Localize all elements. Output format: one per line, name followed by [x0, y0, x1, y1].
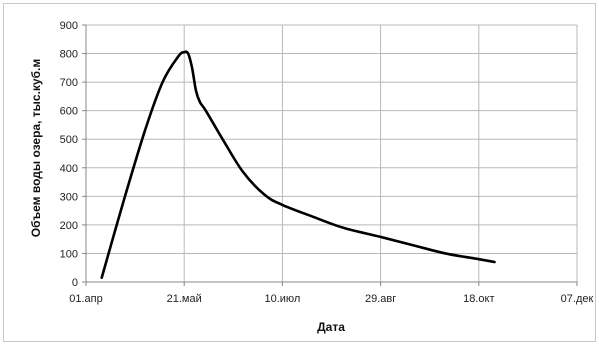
y-tick-label: 600: [60, 106, 78, 118]
data-point: [311, 215, 313, 217]
x-tick-label: 18.окт: [463, 293, 494, 305]
chart-frame: [3, 3, 596, 342]
data-point: [191, 67, 193, 69]
data-point: [493, 261, 496, 263]
y-tick-label: 400: [60, 163, 78, 175]
data-point: [187, 52, 189, 55]
data-point: [222, 140, 225, 142]
series-layer: [100, 50, 496, 280]
y-tick-label: 800: [60, 49, 78, 61]
x-tick-label: 01.апр: [69, 293, 102, 305]
data-point: [380, 236, 382, 238]
data-point: [444, 252, 447, 255]
data-point: [122, 201, 124, 203]
y-tick-label: 900: [60, 20, 78, 32]
data-point: [183, 51, 185, 53]
axis-layer: [82, 24, 578, 286]
data-point: [264, 194, 266, 196]
data-point: [242, 171, 244, 173]
x-tick-labels: 01.апр 21.май 10.июл 29.авг 18.окт 07.дек: [69, 293, 593, 305]
y-tick-label: 300: [60, 191, 78, 203]
grid-layer: [86, 24, 578, 282]
x-axis-label: Дата: [317, 320, 345, 334]
y-tick-label: 200: [60, 220, 78, 232]
data-point: [101, 277, 103, 279]
data-point: [478, 258, 480, 260]
x-tick-label: 07.дек: [561, 293, 594, 305]
data-point: [177, 55, 179, 58]
y-tick-label: 100: [60, 248, 78, 260]
y-tick-label: 700: [60, 77, 78, 89]
x-tick-label: 10.июл: [264, 293, 300, 305]
series-line: [100, 50, 496, 280]
data-point: [342, 227, 344, 229]
data-point: [162, 81, 164, 83]
y-tick-label: 500: [60, 134, 78, 146]
x-tick-label: 21.май: [167, 293, 202, 305]
y-axis-label: Объем воды озера, тыс.куб.м: [29, 59, 43, 238]
x-tick-label: 29.авг: [365, 293, 396, 305]
data-point: [205, 110, 207, 112]
data-point: [144, 130, 146, 132]
y-tick-labels: 0 100 200 300 400 500 600 700 800 900: [60, 20, 78, 289]
data-point: [195, 90, 197, 92]
data-point: [413, 244, 415, 247]
data-point: [281, 204, 283, 206]
y-tick-label: 0: [72, 277, 78, 289]
data-point: [199, 101, 201, 103]
